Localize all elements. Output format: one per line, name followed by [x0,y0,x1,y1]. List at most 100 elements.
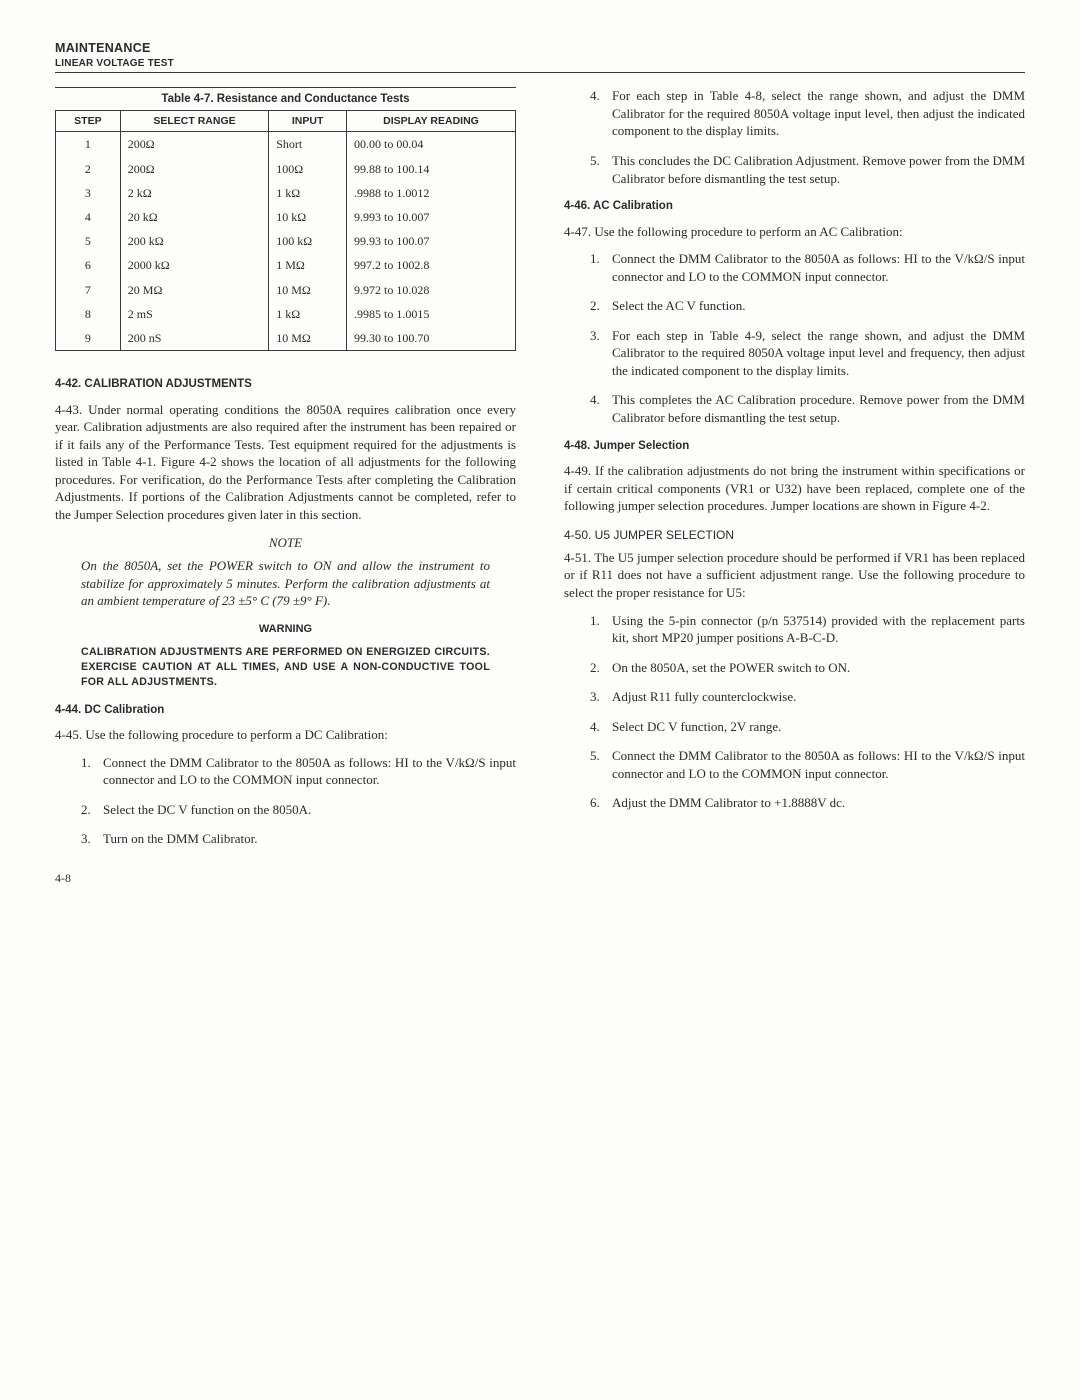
header-rule [55,72,1025,73]
list-text: Select the DC V function on the 8050A. [103,801,516,819]
table-cell: .9985 to 1.0015 [346,302,515,326]
list-number: 3. [590,327,612,380]
list-4-45: 1.Connect the DMM Calibrator to the 8050… [81,754,516,848]
table-cell: 200Ω [120,132,268,157]
table-cell: 100Ω [269,157,347,181]
list-item: 5.This concludes the DC Calibration Adju… [590,152,1025,187]
table-header-row: STEP SELECT RANGE INPUT DISPLAY READING [56,110,516,132]
list-4-47: 1.Connect the DMM Calibrator to the 8050… [590,250,1025,426]
list-text: Connect the DMM Calibrator to the 8050A … [612,747,1025,782]
list-text: Using the 5-pin connector (p/n 537514) p… [612,612,1025,647]
page-number: 4-8 [55,870,516,886]
list-number: 5. [590,152,612,187]
para-4-51: 4-51. The U5 jumper selection procedure … [564,549,1025,602]
list-item: 3.For each step in Table 4-9, select the… [590,327,1025,380]
table-cell: 9.972 to 10.028 [346,278,515,302]
list-text: For each step in Table 4-9, select the r… [612,327,1025,380]
list-4-51: 1.Using the 5-pin connector (p/n 537514)… [590,612,1025,812]
table-cell: 99.93 to 100.07 [346,229,515,253]
table-cell: 200 nS [120,326,268,351]
table-row: 2200Ω100Ω99.88 to 100.14 [56,157,516,181]
list-item: 3.Turn on the DMM Calibrator. [81,830,516,848]
list-text: On the 8050A, set the POWER switch to ON… [612,659,1025,677]
table-cell: 100 kΩ [269,229,347,253]
col-select-range: SELECT RANGE [120,110,268,132]
list-item: 4.Select DC V function, 2V range. [590,718,1025,736]
table-cell: 2000 kΩ [120,253,268,277]
list-number: 4. [590,391,612,426]
list-text: Connect the DMM Calibrator to the 8050A … [103,754,516,789]
note-body: On the 8050A, set the POWER switch to ON… [81,557,490,610]
table-cell: 10 MΩ [269,278,347,302]
table-cell: 4 [56,205,121,229]
table-cell: 200Ω [120,157,268,181]
left-column: Table 4-7. Resistance and Conductance Te… [55,87,516,886]
list-text: Adjust R11 fully counterclockwise. [612,688,1025,706]
section-4-50: 4-50. U5 JUMPER SELECTION [564,527,1025,543]
table-cell: 8 [56,302,121,326]
note-label: NOTE [55,534,516,552]
table-cell: 7 [56,278,121,302]
table-cell: 1 MΩ [269,253,347,277]
section-4-46: 4-46. AC Calibration [564,199,1025,215]
header-title: MAINTENANCE [55,40,1025,57]
table-cell: 2 kΩ [120,181,268,205]
list-text: Connect the DMM Calibrator to the 8050A … [612,250,1025,285]
resistance-table: STEP SELECT RANGE INPUT DISPLAY READING … [55,110,516,351]
table-cell: .9988 to 1.0012 [346,181,515,205]
warning-body: CALIBRATION ADJUSTMENTS ARE PERFORMED ON… [81,645,490,691]
list-4-45-cont: 4.For each step in Table 4-8, select the… [590,87,1025,187]
table-row: 9200 nS10 MΩ99.30 to 100.70 [56,326,516,351]
table-caption: Table 4-7. Resistance and Conductance Te… [55,87,516,108]
table-cell: 997.2 to 1002.8 [346,253,515,277]
table-cell: 1 kΩ [269,302,347,326]
list-number: 1. [590,250,612,285]
table-cell: 1 [56,132,121,157]
table-cell: 5 [56,229,121,253]
list-item: 6.Adjust the DMM Calibrator to +1.8888V … [590,794,1025,812]
right-column: 4. For each step in Table 4-8, select the… [564,87,1025,886]
list-item: 3.Adjust R11 fully counterclockwise. [590,688,1025,706]
table-cell: 00.00 to 00.04 [346,132,515,157]
table-row: 720 MΩ10 MΩ9.972 to 10.028 [56,278,516,302]
table-row: 5200 kΩ100 kΩ99.93 to 100.07 [56,229,516,253]
table-cell: 9.993 to 10.007 [346,205,515,229]
warning-label: WARNING [55,622,516,637]
table-cell: 20 MΩ [120,278,268,302]
list-number: 2. [81,801,103,819]
list-number: 2. [590,659,612,677]
list-item: 1.Connect the DMM Calibrator to the 8050… [590,250,1025,285]
list-text: Select DC V function, 2V range. [612,718,1025,736]
table-row: 32 kΩ1 kΩ.9988 to 1.0012 [56,181,516,205]
para-4-43: 4-43. Under normal operating conditions … [55,401,516,524]
section-4-48: 4-48. Jumper Selection [564,439,1025,455]
table-cell: 99.30 to 100.70 [346,326,515,351]
list-text: This completes the AC Calibration proced… [612,391,1025,426]
table-row: 420 kΩ10 kΩ9.993 to 10.007 [56,205,516,229]
table-cell: Short [269,132,347,157]
content-columns: Table 4-7. Resistance and Conductance Te… [55,87,1025,886]
table-cell: 200 kΩ [120,229,268,253]
list-text: This concludes the DC Calibration Adjust… [612,152,1025,187]
list-text: For each step in Table 4-8, select the r… [612,87,1025,140]
para-4-47: 4-47. Use the following procedure to per… [564,223,1025,241]
list-number: 1. [590,612,612,647]
page-header: MAINTENANCE LINEAR VOLTAGE TEST [55,40,1025,73]
para-4-45: 4-45. Use the following procedure to per… [55,726,516,744]
section-4-44: 4-44. DC Calibration [55,703,516,719]
table-cell: 3 [56,181,121,205]
table-cell: 20 kΩ [120,205,268,229]
list-text: Turn on the DMM Calibrator. [103,830,516,848]
table-row: 82 mS1 kΩ.9985 to 1.0015 [56,302,516,326]
table-cell: 99.88 to 100.14 [346,157,515,181]
table-cell: 1 kΩ [269,181,347,205]
para-4-49: 4-49. If the calibration adjustments do … [564,462,1025,515]
list-number: 5. [590,747,612,782]
list-item: 4.For each step in Table 4-8, select the… [590,87,1025,140]
list-number: 2. [590,297,612,315]
list-item: 5.Connect the DMM Calibrator to the 8050… [590,747,1025,782]
list-number: 1. [81,754,103,789]
table-cell: 6 [56,253,121,277]
list-number: 4. [590,718,612,736]
list-number: 3. [590,688,612,706]
